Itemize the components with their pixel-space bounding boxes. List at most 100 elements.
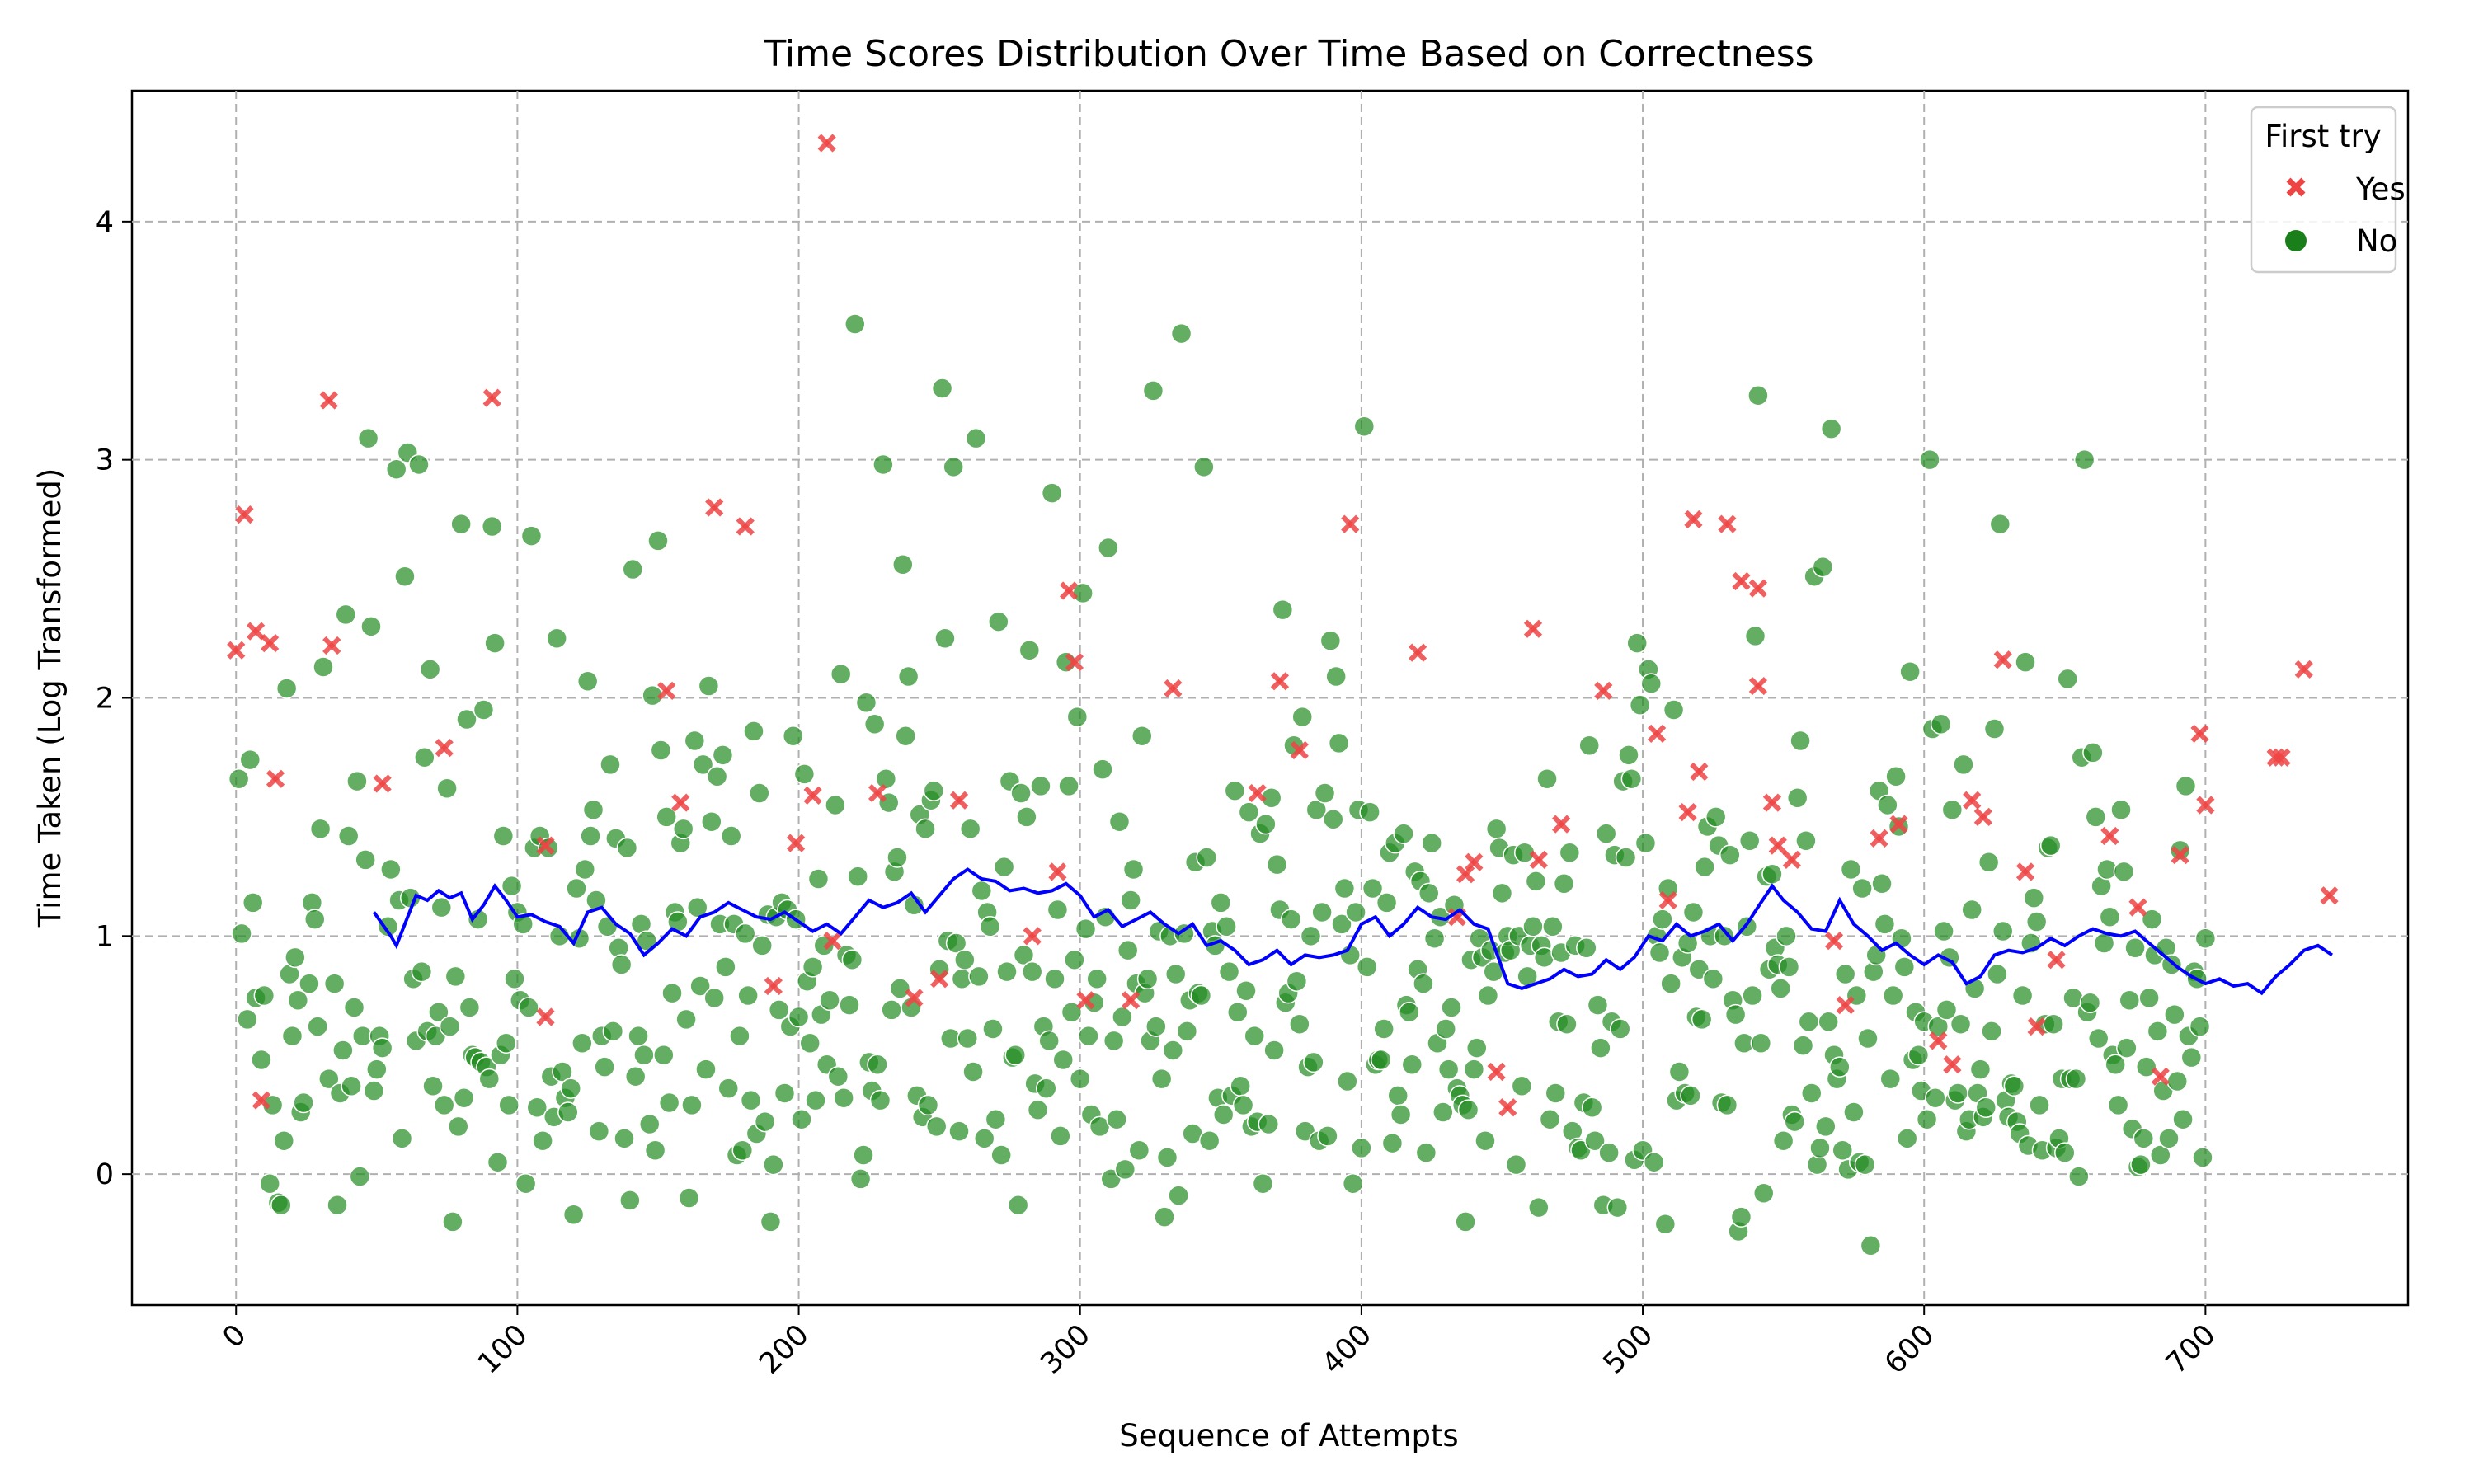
- point-no: [1314, 782, 1336, 804]
- point-no: [1927, 1016, 1950, 1037]
- point-no: [1230, 1075, 1251, 1097]
- point-no: [1981, 1021, 2002, 1042]
- point-no: [512, 913, 534, 935]
- point-yes: [1122, 991, 1141, 1010]
- point-no: [1511, 1075, 1533, 1097]
- point-no: [872, 453, 894, 476]
- point-no: [1694, 856, 1715, 878]
- point-no: [1961, 899, 1982, 921]
- point-no: [1815, 1115, 1837, 1138]
- point-no: [335, 603, 357, 626]
- point-no: [1660, 973, 1681, 994]
- point-yes: [1248, 783, 1267, 803]
- point-no: [1030, 775, 1051, 797]
- point-no: [1682, 901, 1705, 923]
- point-no: [1390, 1104, 1412, 1125]
- point-no: [1935, 999, 1958, 1021]
- y-tick-label: 0: [96, 1158, 114, 1191]
- point-no: [791, 1108, 812, 1130]
- point-no: [478, 1068, 501, 1090]
- point-yes: [1059, 581, 1079, 600]
- point-no: [1345, 901, 1366, 923]
- point-no: [1027, 1099, 1049, 1120]
- point-no: [869, 1089, 891, 1111]
- point-no: [867, 1054, 888, 1076]
- point-no: [1522, 916, 1544, 937]
- point-no: [1244, 1025, 1265, 1047]
- point-no: [357, 427, 379, 449]
- point-no: [1142, 380, 1164, 402]
- point-no: [1930, 713, 1952, 735]
- point-no: [422, 1075, 444, 1097]
- point-no: [1212, 1104, 1235, 1125]
- point-no: [275, 678, 298, 699]
- point-yes: [2100, 826, 2119, 846]
- point-no: [760, 1211, 782, 1233]
- point-no: [1893, 956, 1916, 978]
- legend: First try Yes No: [2250, 106, 2406, 274]
- point-no: [717, 1078, 740, 1099]
- point-yes: [1762, 793, 1782, 812]
- point-no: [498, 1094, 520, 1116]
- point-no: [419, 659, 441, 680]
- x-tick-label: 700: [2160, 1318, 2222, 1381]
- point-no: [1069, 1068, 1091, 1090]
- point-no: [802, 956, 824, 978]
- point-no: [2138, 987, 2160, 1009]
- point-no: [689, 975, 711, 997]
- point-no: [1319, 630, 1342, 651]
- point-no: [1418, 882, 1440, 904]
- point-no: [743, 721, 764, 742]
- point-no: [546, 627, 567, 650]
- point-no: [915, 818, 936, 840]
- point-no: [1038, 1030, 1060, 1052]
- point-yes: [322, 636, 341, 655]
- point-no: [1643, 1151, 1665, 1173]
- point-no: [1536, 768, 1558, 790]
- point-no: [2169, 839, 2191, 862]
- point-yes: [1768, 836, 1787, 855]
- point-no: [2110, 799, 2132, 820]
- point-yes: [1487, 1062, 1506, 1082]
- point-no: [1950, 1013, 1972, 1035]
- point-no: [706, 766, 728, 787]
- point-no: [1784, 1111, 1806, 1133]
- point-yes: [2151, 1067, 2170, 1086]
- point-no: [1925, 1087, 1946, 1109]
- point-no: [931, 378, 953, 399]
- point-no: [1210, 892, 1232, 913]
- y-axis-label: Time Taken (Log Transformed): [32, 468, 68, 928]
- y-tick-label: 1: [96, 920, 114, 953]
- point-no: [647, 530, 669, 552]
- legend-no-label: No: [2356, 223, 2397, 259]
- point-no: [1016, 806, 1037, 828]
- point-yes: [1408, 643, 1427, 662]
- point-no: [1401, 1054, 1423, 1076]
- point-yes: [1993, 650, 2012, 669]
- point-no: [1744, 625, 1766, 647]
- point-no: [715, 956, 736, 978]
- point-no: [844, 313, 866, 335]
- point-no: [1021, 960, 1043, 983]
- point-no: [614, 1128, 635, 1149]
- point-no: [287, 989, 309, 1012]
- x-axis-label: Sequence of Attempts: [1119, 1418, 1458, 1453]
- point-no: [1413, 973, 1434, 994]
- point-no: [436, 777, 458, 800]
- point-no: [1941, 799, 1964, 820]
- point-yes: [905, 989, 924, 1007]
- point-no: [1455, 1211, 1476, 1233]
- point-no: [1916, 1108, 1938, 1130]
- point-no: [1255, 813, 1277, 835]
- point-yes: [1889, 815, 1908, 834]
- point-no: [1975, 1097, 1997, 1119]
- point-yes: [1048, 862, 1067, 881]
- point-no: [1333, 877, 1356, 899]
- point-no: [650, 740, 672, 761]
- point-no: [881, 999, 902, 1021]
- point-no: [701, 810, 722, 833]
- point-no: [1174, 923, 1195, 945]
- point-yes: [2266, 748, 2285, 767]
- point-no: [1626, 632, 1648, 654]
